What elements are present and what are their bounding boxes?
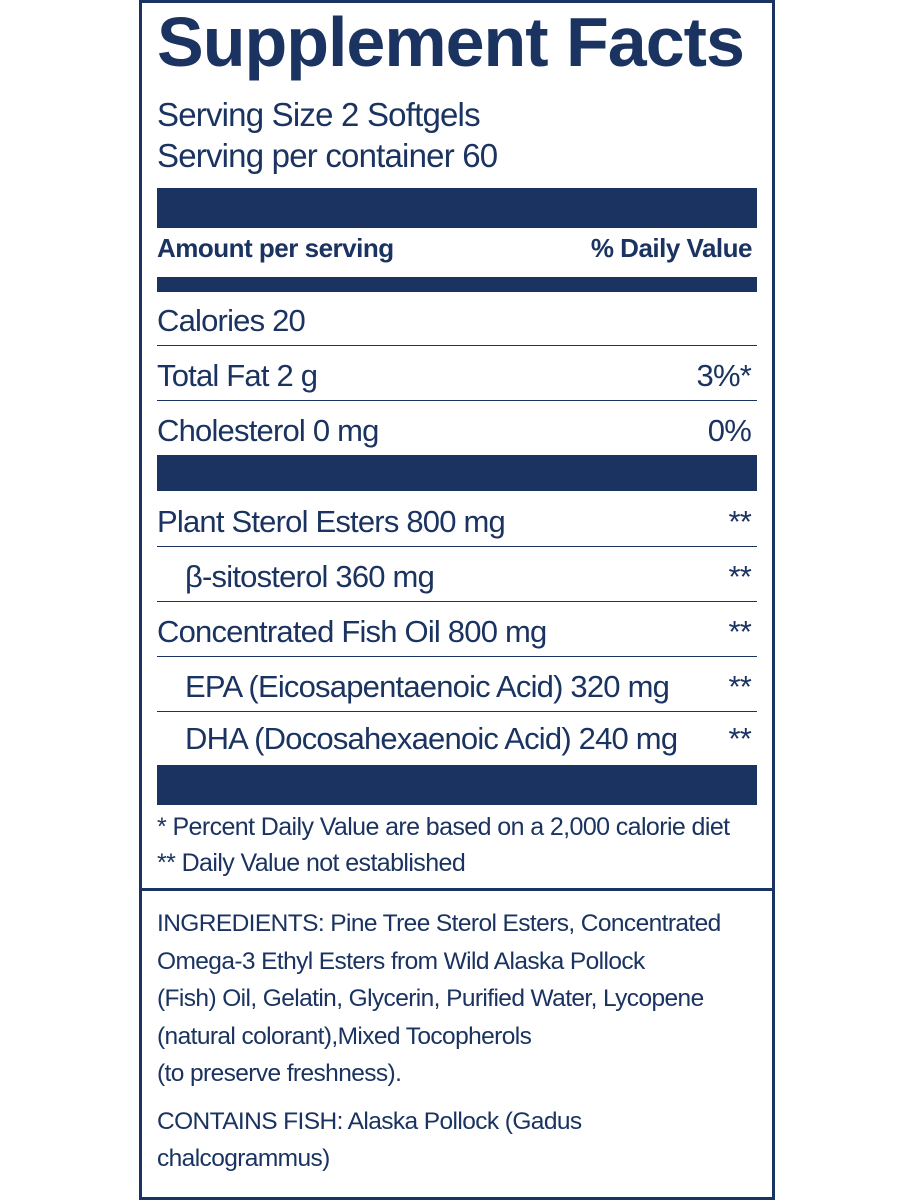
amount-per-serving-header: Amount per serving [157, 233, 394, 263]
thick-divider-bar [157, 188, 757, 228]
ingredients-line: (Fish) Oil, Gelatin, Glycerin, Purified … [157, 985, 704, 1012]
section-divider [139, 888, 775, 891]
ingredient-row: Plant Sterol Esters 800 mg ** [157, 491, 757, 547]
thick-divider-bar [157, 765, 757, 805]
ingredient-dv: ** [728, 721, 751, 756]
nutrient-row: Total Fat 2 g 3%* [157, 347, 757, 401]
ingredient-dv: ** [728, 504, 751, 539]
ingredient-dv: ** [728, 559, 751, 594]
ingredients-section: INGREDIENTS: Pine Tree Sterol Esters, Co… [157, 905, 757, 1178]
nutrient-row: Cholesterol 0 mg 0% [157, 402, 757, 455]
thick-divider-bar [157, 455, 757, 491]
ingredient-label: Plant Sterol Esters 800 mg [157, 504, 506, 539]
label-border [139, 0, 775, 1200]
ingredient-label: β-sitosterol 360 mg [185, 559, 435, 594]
nutrient-dv: 3%* [696, 358, 752, 393]
ingredient-dv: ** [728, 669, 751, 704]
nutrient-row: Calories 20 [157, 292, 757, 346]
allergen-line: chalcogrammus) [157, 1145, 330, 1172]
nutrient-label: Calories 20 [157, 303, 306, 338]
footnote-daily-value: * Percent Daily Value are based on a 2,0… [157, 813, 730, 841]
ingredients-line: Omega-3 Ethyl Esters from Wild Alaska Po… [157, 947, 645, 975]
label-title: Supplement Facts [157, 3, 745, 81]
nutrient-dv: 0% [707, 413, 752, 448]
ingredients-line: (to preserve freshness). [157, 1060, 402, 1087]
medium-divider-bar [157, 277, 757, 292]
ingredient-label: EPA (Eicosapentaenoic Acid) 320 mg [185, 669, 670, 704]
allergen-line: CONTAINS FISH: Alaska Pollock (Gadus [157, 1107, 582, 1135]
ingredient-row: Concentrated Fish Oil 800 mg ** [157, 603, 757, 657]
ingredients-line: INGREDIENTS: Pine Tree Sterol Esters, Co… [157, 910, 721, 937]
ingredient-row: DHA (Docosahexaenoic Acid) 240 mg ** [157, 713, 757, 763]
servings-per-container: Serving per container 60 [157, 137, 498, 174]
ingredient-label: DHA (Docosahexaenoic Acid) 240 mg [185, 721, 678, 756]
footnote-not-established: ** Daily Value not established [157, 849, 466, 877]
ingredient-row: EPA (Eicosapentaenoic Acid) 320 mg ** [157, 658, 757, 712]
ingredient-row: β-sitosterol 360 mg ** [157, 548, 757, 602]
serving-size: Serving Size 2 Softgels [157, 96, 481, 133]
nutrient-label: Total Fat 2 g [157, 358, 318, 393]
ingredient-dv: ** [728, 614, 751, 649]
ingredients-line: (natural colorant),Mixed Tocopherols [157, 1022, 532, 1050]
daily-value-header: % Daily Value [590, 233, 753, 263]
nutrient-label: Cholesterol 0 mg [157, 413, 379, 448]
ingredient-label: Concentrated Fish Oil 800 mg [157, 614, 547, 649]
